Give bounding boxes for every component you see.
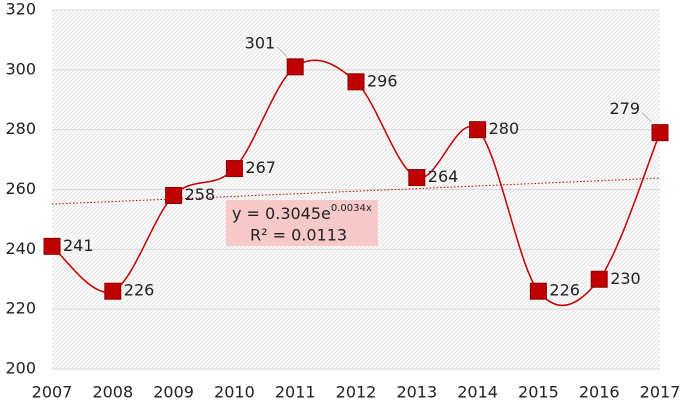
data-label: 241 xyxy=(63,236,94,255)
x-tick-label: 2016 xyxy=(579,383,620,402)
data-label: 226 xyxy=(124,281,155,300)
data-label: 230 xyxy=(610,269,641,288)
marker xyxy=(225,160,243,178)
marker xyxy=(651,124,669,142)
x-tick-label: 2014 xyxy=(457,383,498,402)
y-tick-label: 320 xyxy=(5,0,36,19)
data-label: 264 xyxy=(428,167,459,186)
marker xyxy=(104,282,122,300)
data-label: 267 xyxy=(245,158,276,177)
x-tick-label: 2013 xyxy=(396,383,437,402)
series-line xyxy=(51,59,661,307)
y-tick-label: 260 xyxy=(5,179,36,198)
y-tick-label: 280 xyxy=(5,119,36,138)
marker xyxy=(590,270,608,288)
marker xyxy=(529,282,547,300)
r-squared: R² = 0.0113 xyxy=(250,226,347,245)
y-tick-label: 300 xyxy=(5,59,36,78)
marker xyxy=(165,186,183,204)
equation-box: y = 0.3045e0.0034x R² = 0.0113 xyxy=(226,200,378,246)
marker xyxy=(469,121,487,139)
marker xyxy=(43,237,61,255)
x-tick-label: 2009 xyxy=(153,383,194,402)
data-label: 280 xyxy=(489,119,520,138)
x-tick-label: 2015 xyxy=(518,383,559,402)
data-label: 226 xyxy=(549,281,580,300)
x-tick-label: 2007 xyxy=(32,383,73,402)
x-tick-label: 2017 xyxy=(640,383,681,402)
marker xyxy=(347,73,365,91)
marker xyxy=(286,58,304,76)
x-tick-label: 2008 xyxy=(92,383,133,402)
data-label: 258 xyxy=(185,185,216,204)
marker xyxy=(408,169,426,187)
x-tick-label: 2012 xyxy=(336,383,377,402)
data-label: 279 xyxy=(609,99,640,118)
equation-exponent: 0.0034x xyxy=(331,203,372,214)
x-tick-label: 2010 xyxy=(214,383,255,402)
y-tick-label: 220 xyxy=(5,299,36,318)
y-tick-label: 200 xyxy=(5,359,36,378)
data-label: 296 xyxy=(367,71,398,90)
equation: y = 0.3045e0.0034x xyxy=(232,203,372,223)
leader-line xyxy=(641,112,653,124)
equation-base: y = 0.3045e xyxy=(232,204,331,223)
data-label: 301 xyxy=(245,33,276,52)
leader-line xyxy=(276,46,288,58)
y-tick-label: 240 xyxy=(5,239,36,258)
equation-background xyxy=(226,200,378,246)
x-tick-label: 2011 xyxy=(275,383,316,402)
